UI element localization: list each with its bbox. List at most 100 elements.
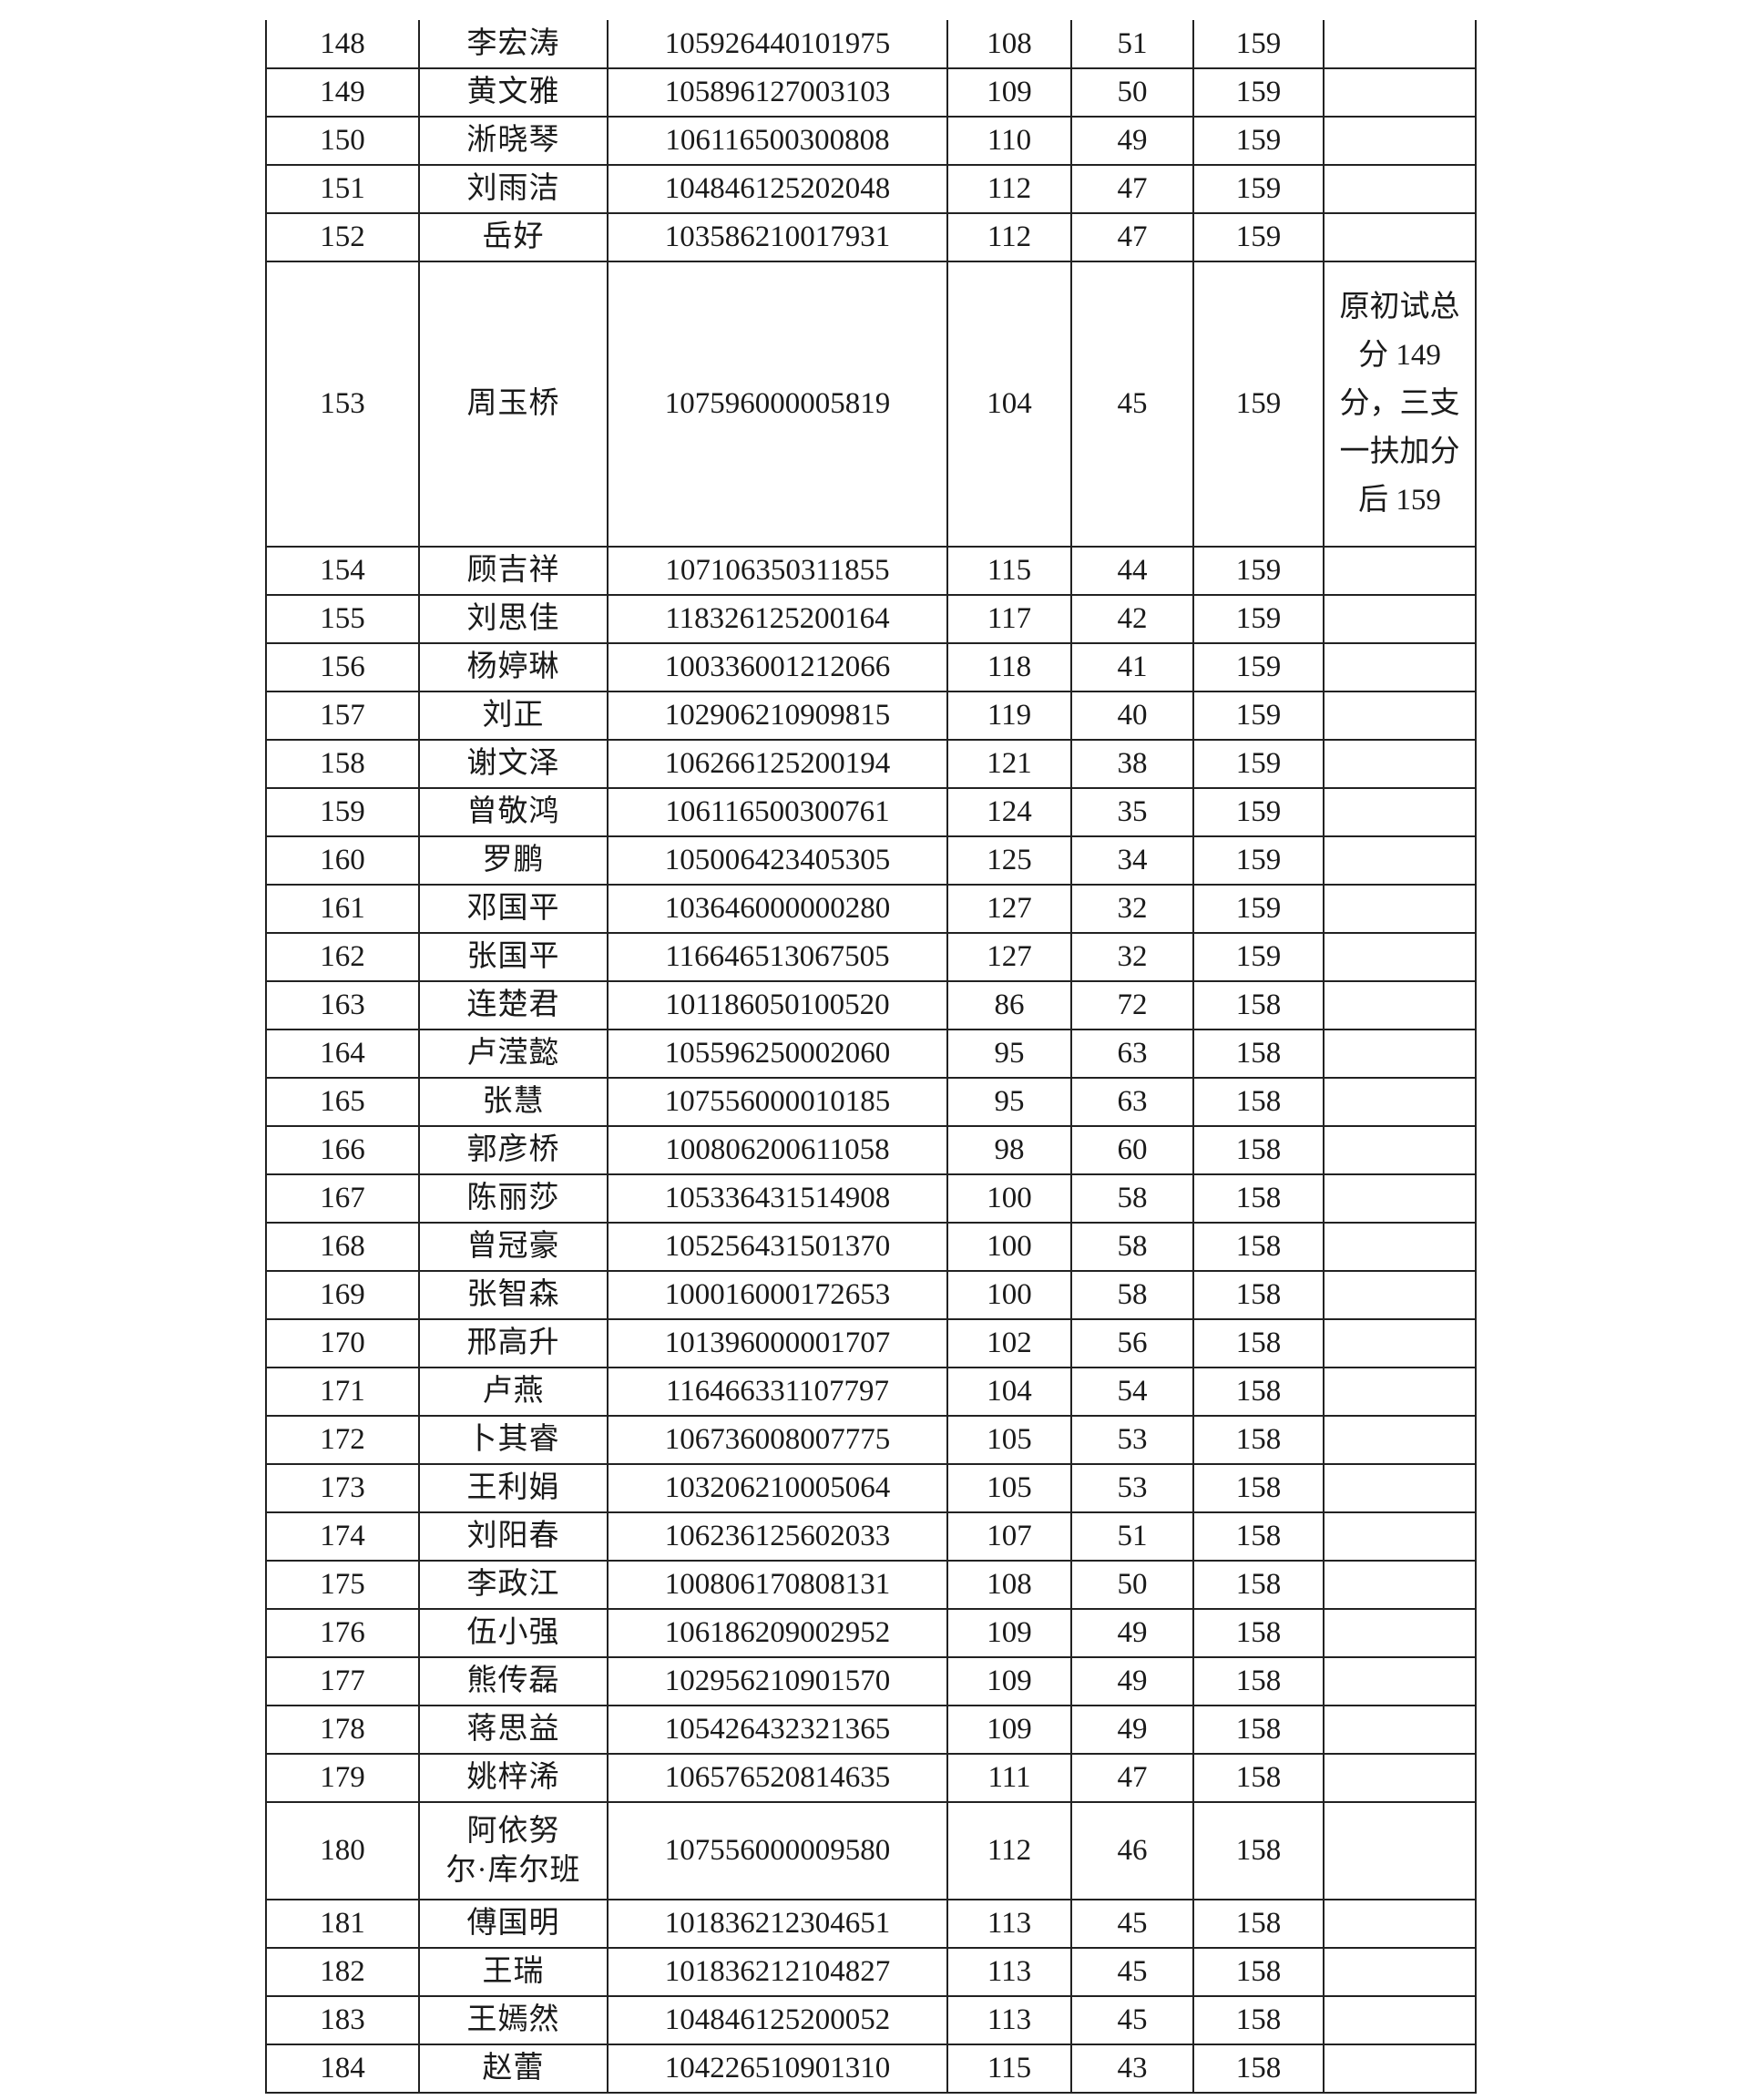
total-score-cell: 158 <box>1192 980 1325 1030</box>
remark-cell <box>1323 116 1477 166</box>
name-cell: 阿依努 尔·库尔班 <box>418 1801 609 1900</box>
remark-cell <box>1323 691 1477 741</box>
score-2-cell: 72 <box>1070 980 1194 1030</box>
name-cell: 刘正 <box>418 691 609 741</box>
table-row: 168 曾冠豪 105256431501370 100 58 158 <box>265 1222 1477 1272</box>
name-cell: 黄文雅 <box>418 67 609 118</box>
total-score-cell: 159 <box>1192 546 1325 596</box>
name-cell: 罗鹏 <box>418 835 609 886</box>
rank-cell: 181 <box>265 1899 420 1949</box>
table-row: 165 张慧 107556000010185 95 63 158 <box>265 1077 1477 1127</box>
total-score-cell: 158 <box>1192 1173 1325 1224</box>
score-2-cell: 47 <box>1070 1753 1194 1803</box>
score-1-cell: 109 <box>946 1705 1072 1755</box>
score-1-cell: 95 <box>946 1077 1072 1127</box>
candidate-id-cell: 106266125200194 <box>607 739 948 789</box>
table-row: 150 淅晓琴 106116500300808 110 49 159 <box>265 116 1477 166</box>
candidate-id-cell: 102956210901570 <box>607 1656 948 1706</box>
score-1-cell: 108 <box>946 1560 1072 1610</box>
candidate-id-cell: 116466331107797 <box>607 1367 948 1417</box>
name-cell: 卢滢懿 <box>418 1029 609 1079</box>
name-cell: 张慧 <box>418 1077 609 1127</box>
table-row: 154 顾吉祥 107106350311855 115 44 159 <box>265 546 1477 596</box>
name-cell: 谢文泽 <box>418 739 609 789</box>
rank-cell: 177 <box>265 1656 420 1706</box>
score-1-cell: 110 <box>946 116 1072 166</box>
remark-cell <box>1323 2044 1477 2094</box>
total-score-cell: 158 <box>1192 1560 1325 1610</box>
rank-cell: 154 <box>265 546 420 596</box>
name-cell: 王瑞 <box>418 1947 609 1997</box>
name-cell: 李宏涛 <box>418 20 609 69</box>
rank-cell: 163 <box>265 980 420 1030</box>
score-2-cell: 42 <box>1070 594 1194 644</box>
rank-cell: 176 <box>265 1608 420 1658</box>
score-2-cell: 44 <box>1070 546 1194 596</box>
rank-cell: 150 <box>265 116 420 166</box>
candidate-id-cell: 105426432321365 <box>607 1705 948 1755</box>
total-score-cell: 159 <box>1192 594 1325 644</box>
score-2-cell: 53 <box>1070 1415 1194 1465</box>
candidate-id-cell: 106236125602033 <box>607 1511 948 1562</box>
candidate-id-cell: 101836212104827 <box>607 1947 948 1997</box>
table-row: 169 张智森 100016000172653 100 58 158 <box>265 1270 1477 1320</box>
rank-cell: 167 <box>265 1173 420 1224</box>
remark-cell <box>1323 884 1477 934</box>
score-1-cell: 118 <box>946 642 1072 692</box>
name-cell: 伍小强 <box>418 1608 609 1658</box>
candidate-id-cell: 107596000005819 <box>607 261 948 548</box>
remark-cell <box>1323 1560 1477 1610</box>
score-1-cell: 109 <box>946 1656 1072 1706</box>
candidate-id-cell: 118326125200164 <box>607 594 948 644</box>
score-2-cell: 32 <box>1070 884 1194 934</box>
table-row: 178 蒋思益 105426432321365 109 49 158 <box>265 1705 1477 1755</box>
table-row: 181 傅国明 101836212304651 113 45 158 <box>265 1899 1477 1949</box>
total-score-cell: 159 <box>1192 261 1325 548</box>
candidate-id-cell: 105926440101975 <box>607 20 948 69</box>
score-1-cell: 115 <box>946 546 1072 596</box>
candidate-id-cell: 101836212304651 <box>607 1899 948 1949</box>
table-row: 179 姚梓浠 106576520814635 111 47 158 <box>265 1753 1477 1803</box>
total-score-cell: 158 <box>1192 1801 1325 1900</box>
total-score-cell: 158 <box>1192 1029 1325 1079</box>
name-cell: 王嫣然 <box>418 1995 609 2045</box>
score-1-cell: 107 <box>946 1511 1072 1562</box>
score-2-cell: 58 <box>1070 1222 1194 1272</box>
name-cell: 赵蕾 <box>418 2044 609 2094</box>
rank-cell: 149 <box>265 67 420 118</box>
remark-cell <box>1323 1656 1477 1706</box>
score-1-cell: 100 <box>946 1222 1072 1272</box>
remark-cell <box>1323 212 1477 262</box>
candidate-id-cell: 101396000001707 <box>607 1318 948 1368</box>
table-row: 177 熊传磊 102956210901570 109 49 158 <box>265 1656 1477 1706</box>
candidate-id-cell: 104226510901310 <box>607 2044 948 2094</box>
score-1-cell: 127 <box>946 884 1072 934</box>
candidate-id-cell: 105006423405305 <box>607 835 948 886</box>
score-1-cell: 121 <box>946 739 1072 789</box>
table-row: 184 赵蕾 104226510901310 115 43 158 <box>265 2044 1477 2094</box>
table-row: 157 刘正 102906210909815 119 40 159 <box>265 691 1477 741</box>
total-score-cell: 159 <box>1192 20 1325 69</box>
rank-cell: 184 <box>265 2044 420 2094</box>
score-2-cell: 38 <box>1070 739 1194 789</box>
score-2-cell: 49 <box>1070 116 1194 166</box>
name-cell: 顾吉祥 <box>418 546 609 596</box>
name-cell: 曾冠豪 <box>418 1222 609 1272</box>
name-cell: 周玉桥 <box>418 261 609 548</box>
score-2-cell: 45 <box>1070 1947 1194 1997</box>
table-row: 153 周玉桥 107596000005819 104 45 159 原初试总分 149 分… <box>265 261 1477 548</box>
score-2-cell: 43 <box>1070 2044 1194 2094</box>
candidate-id-cell: 107556000010185 <box>607 1077 948 1127</box>
candidate-id-cell: 106116500300761 <box>607 787 948 837</box>
candidate-id-cell: 101186050100520 <box>607 980 948 1030</box>
name-cell: 曾敬鸿 <box>418 787 609 837</box>
total-score-cell: 158 <box>1192 1608 1325 1658</box>
score-1-cell: 109 <box>946 67 1072 118</box>
score-2-cell: 46 <box>1070 1801 1194 1900</box>
rank-cell: 164 <box>265 1029 420 1079</box>
name-cell: 蒋思益 <box>418 1705 609 1755</box>
candidate-id-cell: 105896127003103 <box>607 67 948 118</box>
score-2-cell: 53 <box>1070 1463 1194 1513</box>
remark-cell <box>1323 1608 1477 1658</box>
score-1-cell: 119 <box>946 691 1072 741</box>
